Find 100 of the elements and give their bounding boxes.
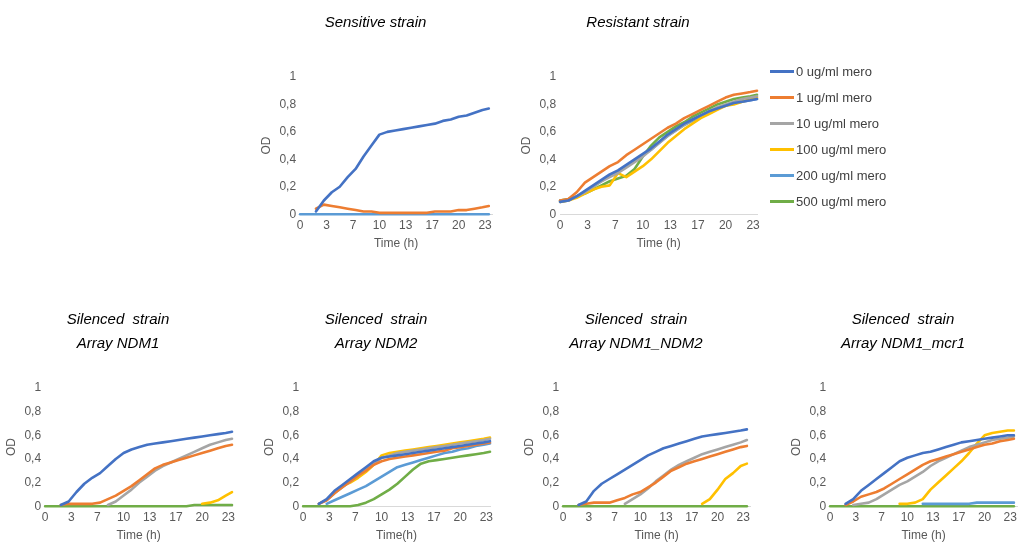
x-tick-label: 13 (926, 509, 941, 524)
x-tick-label: 13 (659, 509, 674, 524)
x-axis-title: Time (h) (634, 528, 679, 543)
x-tick-label: 3 (67, 509, 75, 524)
y-tick-label: 0,4 (282, 451, 300, 466)
y-axis-title: OD (518, 136, 533, 155)
x-tick-label: 17 (691, 217, 705, 232)
chart-subtitle: Array NDM1 (75, 334, 160, 352)
x-axis-title: Time (h) (116, 528, 161, 543)
x-tick-label: 7 (352, 509, 360, 524)
y-tick-label: 0,6 (542, 427, 560, 442)
x-tick-label: 23 (479, 509, 494, 524)
x-tick-label: 17 (427, 509, 441, 524)
y-tick-label: 0,2 (539, 179, 557, 194)
y-tick-label: 0,8 (24, 403, 42, 418)
x-tick-label: 17 (169, 509, 183, 524)
legend-label: 500 ug/ml mero (796, 193, 887, 209)
y-tick-label: 0,2 (282, 474, 300, 489)
y-tick-label: 0 (819, 498, 827, 513)
y-tick-label: 0 (34, 498, 42, 513)
y-axis-title: OD (261, 437, 276, 457)
y-tick-label: 0,2 (542, 474, 560, 489)
chart-title: Silenced strain (324, 310, 428, 328)
x-tick-label: 17 (685, 509, 699, 524)
legend-label: 0 ug/ml mero (796, 63, 872, 79)
x-axis-title: Time (h) (901, 528, 946, 543)
x-tick-label: 3 (585, 509, 593, 524)
y-tick-label: 0,2 (279, 179, 297, 194)
chart-title: Silenced strain (851, 310, 955, 328)
x-tick-label: 13 (399, 217, 413, 232)
x-tick-label: 10 (636, 217, 650, 232)
x-tick-label: 17 (425, 217, 440, 232)
y-tick-label: 0,4 (809, 451, 827, 466)
legend-label: 200 ug/ml mero (796, 167, 887, 183)
x-tick-label: 7 (94, 509, 102, 524)
x-tick-label: 20 (710, 509, 725, 524)
x-tick-label: 3 (584, 217, 592, 232)
y-axis-title: OD (3, 437, 18, 457)
x-tick-label: 3 (323, 217, 331, 232)
y-tick-label: 0 (289, 206, 297, 221)
y-tick-label: 0,6 (24, 427, 42, 442)
x-tick-label: 20 (977, 509, 992, 524)
legend-label: 10 ug/ml mero (796, 115, 880, 131)
y-tick-label: 0,2 (809, 474, 827, 489)
y-tick-label: 1 (289, 69, 297, 84)
y-tick-label: 1 (819, 380, 827, 395)
y-tick-label: 0,6 (539, 124, 557, 139)
y-tick-label: 0,6 (279, 124, 297, 139)
y-tick-label: 1 (292, 380, 300, 395)
y-tick-label: 0,8 (542, 403, 560, 418)
x-tick-label: 13 (143, 509, 157, 524)
x-tick-label: 23 (736, 509, 751, 524)
x-tick-label: 20 (718, 217, 733, 232)
x-tick-label: 10 (633, 509, 648, 524)
y-tick-label: 0,8 (279, 96, 297, 111)
chart-title: Silenced strain (584, 310, 688, 328)
y-axis-title: OD (521, 437, 536, 457)
x-tick-label: 10 (900, 509, 915, 524)
x-axis-title: Time (h) (373, 236, 419, 251)
chart-subtitle: Array NDM2 (333, 334, 418, 352)
y-axis-title: OD (788, 437, 803, 457)
y-tick-label: 0,4 (539, 151, 557, 166)
y-axis-title: OD (258, 136, 273, 155)
y-tick-label: 1 (549, 69, 557, 84)
x-tick-label: 10 (374, 509, 389, 524)
x-tick-label: 20 (452, 217, 466, 232)
x-tick-label: 17 (952, 509, 966, 524)
legend-label: 100 ug/ml mero (796, 141, 887, 157)
y-tick-label: 1 (552, 380, 560, 395)
x-tick-label: 20 (453, 509, 468, 524)
x-tick-label: 7 (349, 217, 357, 232)
legend-label: 1 ug/ml mero (796, 89, 872, 105)
x-tick-label: 23 (221, 509, 236, 524)
x-tick-label: 23 (746, 217, 761, 232)
y-tick-label: 0,8 (809, 403, 827, 418)
y-tick-label: 0,4 (542, 451, 560, 466)
y-tick-label: 0,6 (282, 427, 300, 442)
x-tick-label: 23 (478, 217, 493, 232)
y-tick-label: 0 (549, 206, 557, 221)
y-tick-label: 0,6 (809, 427, 827, 442)
chart-title: Sensitive strain (324, 13, 427, 31)
chart-title: Resistant strain (586, 13, 690, 31)
y-tick-label: 0,8 (282, 403, 300, 418)
x-tick-label: 13 (401, 509, 415, 524)
x-tick-label: 3 (325, 509, 333, 524)
y-tick-label: 0 (552, 498, 560, 513)
y-tick-label: 0,4 (279, 151, 297, 166)
x-tick-label: 7 (611, 509, 619, 524)
x-tick-label: 23 (1003, 509, 1018, 524)
y-tick-label: 0,2 (24, 474, 42, 489)
x-axis-title: Time (h) (636, 236, 681, 251)
chart-subtitle: Array NDM1_NDM2 (568, 334, 704, 352)
x-tick-label: 10 (372, 217, 387, 232)
x-tick-label: 20 (195, 509, 210, 524)
x-tick-label: 7 (878, 509, 886, 524)
chart-title: Silenced strain (66, 310, 170, 328)
chart-subtitle: Array NDM1_mcr1 (839, 334, 966, 352)
y-tick-label: 0,8 (539, 96, 557, 111)
x-axis-title: Time(h) (376, 528, 417, 543)
y-tick-label: 1 (34, 380, 42, 395)
